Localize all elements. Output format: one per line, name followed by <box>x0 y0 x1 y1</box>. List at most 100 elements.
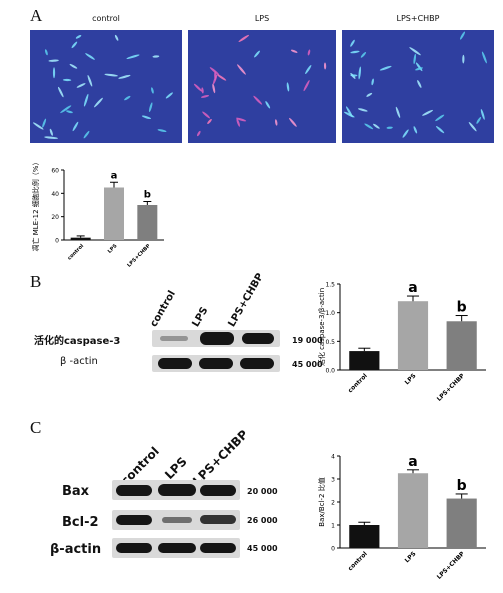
bar-control <box>349 525 380 548</box>
cell-mark <box>238 34 250 43</box>
cell-mark <box>413 53 417 65</box>
bar-control <box>70 237 91 240</box>
cell-mark <box>386 126 393 129</box>
cell-mark <box>152 55 160 58</box>
cell-mark <box>402 129 409 138</box>
cell-mark <box>237 64 246 75</box>
cell-mark <box>217 74 227 81</box>
x-tick-label: LPS <box>107 243 119 255</box>
cell-mark <box>290 49 298 53</box>
y-tick-label: 60 <box>51 168 59 175</box>
cell-mark <box>343 111 355 118</box>
cell-mark <box>415 67 423 71</box>
panel-letter-a: A <box>30 6 43 25</box>
panel-letter-b: B <box>30 272 42 291</box>
band <box>116 515 152 525</box>
band <box>158 358 192 369</box>
cell-mark <box>49 128 53 136</box>
blot-label-actin-b: β -actin <box>60 356 98 367</box>
lane-label-lps-chbp: LPS+CHBP <box>226 271 266 329</box>
x-tick-label: LPS+CHBP <box>126 243 152 269</box>
y-tick-label: 1.5 <box>325 282 335 289</box>
micrograph-lps <box>188 30 336 143</box>
bar-lps-chbp <box>137 205 158 240</box>
cell-mark <box>214 71 217 81</box>
mw-actin-b: 45 000 <box>292 360 323 369</box>
significance-letter: b <box>457 478 467 494</box>
mw-bax: 20 000 <box>247 487 278 496</box>
cell-mark <box>124 95 131 101</box>
band <box>158 543 196 553</box>
y-tick-label: 20 <box>51 214 59 221</box>
micrograph-lps-chbp <box>342 30 494 143</box>
cell-mark <box>286 82 290 92</box>
cell-mark <box>358 66 362 80</box>
cell-mark <box>413 126 418 134</box>
chart-apoptosis: 凋亡 MLE-12 细胞比例（%） 0 20 40 60 control a LPS b LPS+… <box>31 160 164 269</box>
y-tick-label: 0 <box>331 546 335 553</box>
cell-mark <box>366 92 373 97</box>
cell-mark <box>379 65 392 71</box>
x-tick-label: LPS+CHBP <box>436 550 467 581</box>
x-tick-label: LPS+CHBP <box>436 372 467 403</box>
bar-lps-chbp <box>446 498 477 548</box>
cell-mark <box>275 119 278 126</box>
significance-letter: a <box>408 280 417 296</box>
cell-mark <box>207 118 212 124</box>
cell-mark <box>253 95 263 105</box>
cell-mark <box>422 109 433 116</box>
band <box>200 485 236 496</box>
significance-letter: a <box>408 454 417 470</box>
cell-mark <box>417 80 422 88</box>
cell-mark <box>371 78 374 86</box>
significance-letter: b <box>457 300 467 316</box>
band <box>162 517 192 523</box>
lane-label-control: control <box>148 288 178 329</box>
bar-control <box>349 351 380 370</box>
blot-strip-bax <box>112 480 240 500</box>
bar-lps <box>397 301 429 370</box>
cell-mark <box>480 109 485 120</box>
cell-mark <box>83 130 90 139</box>
cell-mark <box>66 110 73 114</box>
y-tick-label: 0 <box>55 238 59 245</box>
significance-letter: b <box>144 190 151 201</box>
cell-mark <box>85 53 95 60</box>
cell-mark <box>75 35 82 39</box>
cell-mark <box>44 136 58 139</box>
cell-mark <box>303 80 310 92</box>
cell-mark <box>83 93 89 107</box>
y-axis-label: 凋亡 MLE-12 细胞比例（%） <box>31 160 40 251</box>
y-tick-label: 1 <box>331 523 335 530</box>
cell-mark <box>305 64 312 75</box>
cell-mark <box>126 54 140 59</box>
cell-mark <box>193 83 203 92</box>
cell-mark <box>69 63 78 69</box>
chart-caspase3: 活化 caspase-3/β-actin 0.0 0.5 1.0 1.5 control a… <box>317 280 486 403</box>
cell-mark <box>435 114 445 122</box>
y-axis-label: Bax/Bcl-2 比值 <box>317 477 326 526</box>
cell-mark <box>196 130 201 137</box>
band <box>200 515 236 524</box>
cell-mark <box>360 51 367 58</box>
cell-mark <box>436 126 445 134</box>
cell-mark <box>118 74 131 79</box>
cell-mark <box>236 118 240 127</box>
blot-label-bcl2: Bcl-2 <box>62 515 99 530</box>
blot-strip-caspase3 <box>152 330 280 347</box>
cell-mark <box>52 67 56 79</box>
x-tick-label: control <box>347 550 369 572</box>
mw-actin-c: 45 000 <box>247 544 278 553</box>
band <box>160 336 188 341</box>
cell-mark <box>201 87 204 94</box>
cell-mark <box>350 50 360 54</box>
lane-label-lps-chbp-c: LPS+CHBP <box>190 427 251 488</box>
image-title-control: control <box>92 14 120 23</box>
cell-mark <box>94 97 103 108</box>
cell-mark <box>71 41 78 49</box>
cell-mark <box>60 105 72 114</box>
cell-mark <box>364 123 374 130</box>
band <box>200 332 234 345</box>
cell-mark <box>289 117 297 127</box>
cell-mark <box>350 74 358 77</box>
